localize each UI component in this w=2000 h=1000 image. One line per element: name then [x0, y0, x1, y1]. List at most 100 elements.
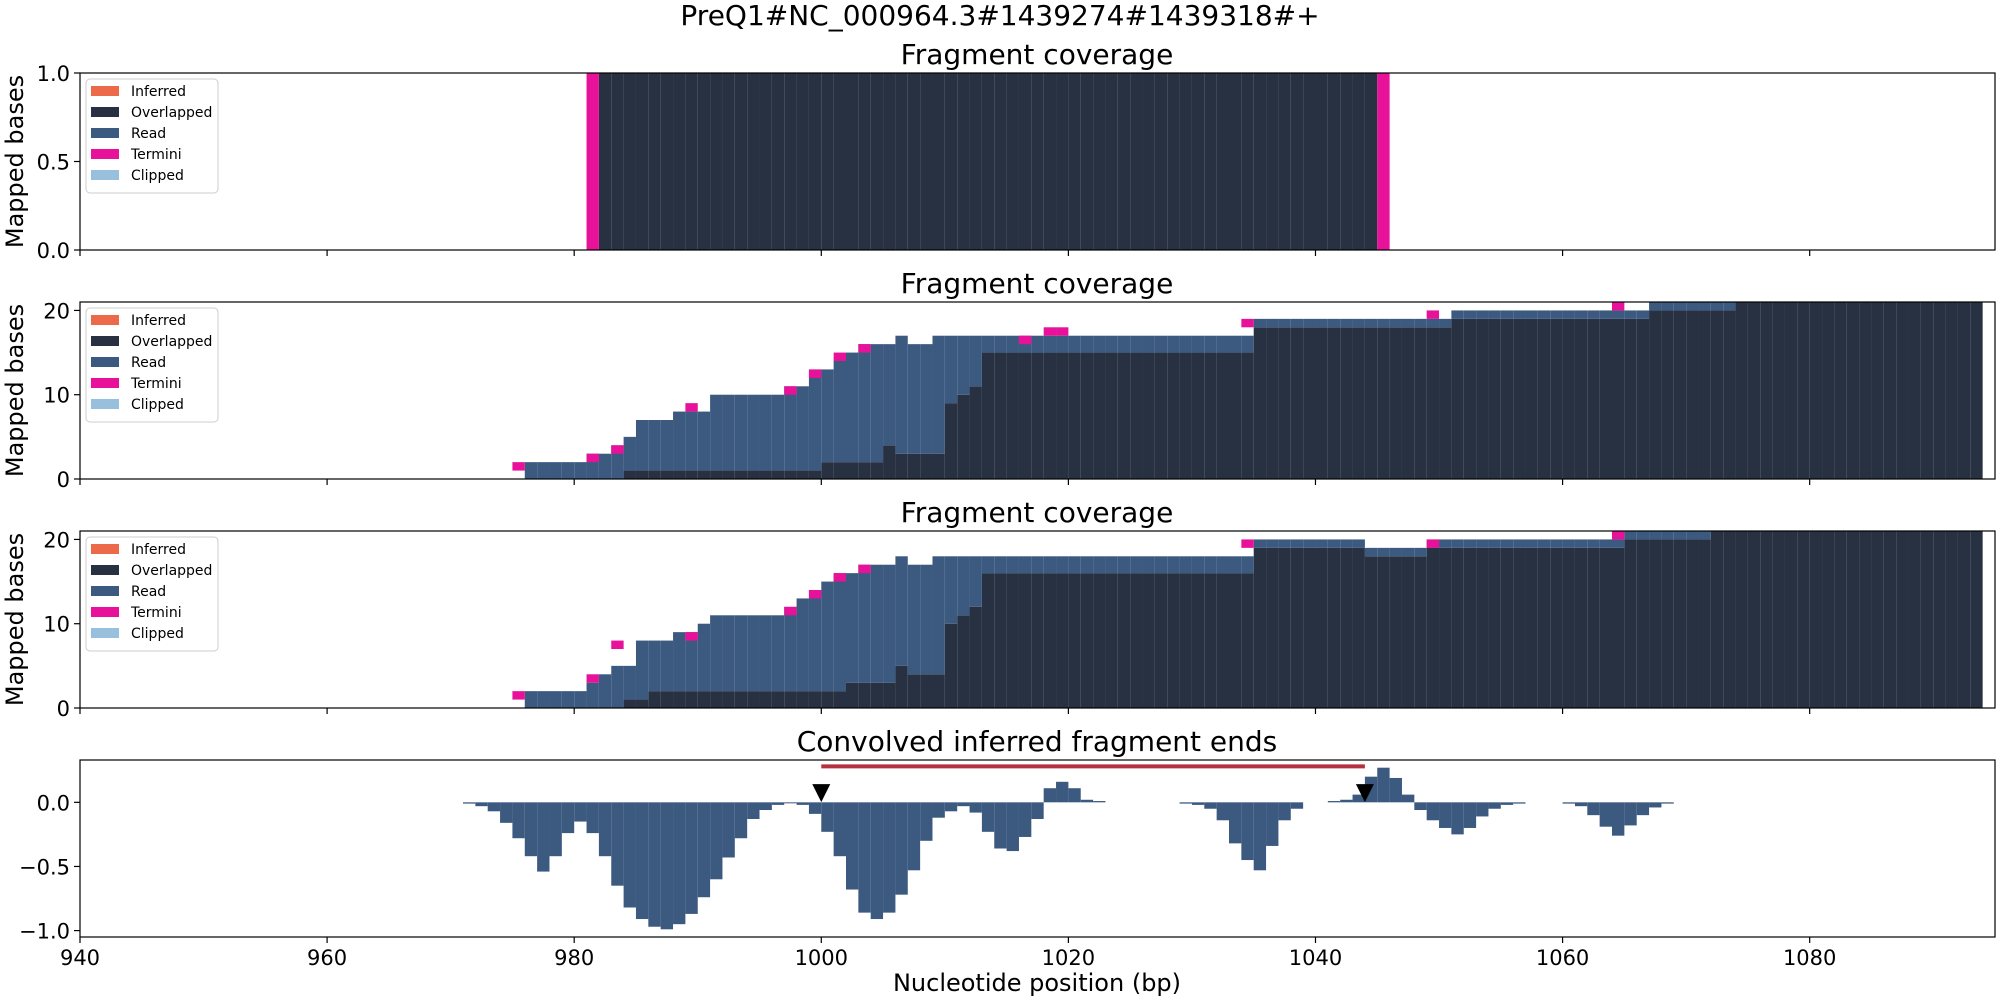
read-bar — [858, 564, 871, 683]
overlapped-bar — [870, 462, 884, 479]
x-tick-label: 960 — [307, 946, 347, 970]
read-bar — [1401, 547, 1415, 557]
termini-mark — [833, 352, 846, 361]
overlapped-bar — [821, 691, 834, 708]
read-bar — [1649, 302, 1662, 311]
overlapped-bar — [1031, 352, 1044, 479]
read-bar — [1278, 318, 1291, 328]
overlapped-bar — [1513, 318, 1526, 479]
y-axis-label: Mapped bases — [1, 75, 29, 248]
overlapped-bar — [648, 73, 661, 250]
overlapped-bar — [1624, 539, 1637, 708]
overlapped-bar — [1093, 73, 1106, 250]
overlapped-bar — [1018, 73, 1032, 250]
read-bar — [1179, 556, 1192, 574]
read-bar — [1315, 539, 1328, 548]
fragment-end-bar — [537, 802, 550, 872]
fragment-end-bar — [821, 802, 834, 832]
overlapped-bar — [1599, 318, 1612, 479]
termini-mark — [685, 632, 698, 641]
overlapped-bar — [858, 682, 871, 708]
overlapped-bar — [833, 462, 846, 479]
read-bar — [1401, 318, 1415, 328]
overlapped-bar — [685, 691, 698, 708]
overlapped-bar — [1130, 352, 1143, 479]
read-bar — [1278, 539, 1291, 548]
overlapped-bar — [1154, 73, 1168, 250]
overlapped-bar — [1574, 547, 1588, 708]
overlapped-bar — [1933, 531, 1946, 708]
overlapped-bar — [808, 691, 822, 708]
read-bar — [858, 344, 871, 463]
fragment-end-bar — [722, 802, 735, 858]
overlapped-bar — [1167, 352, 1180, 479]
series-overlapped — [623, 302, 1983, 479]
read-bar — [537, 691, 550, 708]
read-bar — [1142, 335, 1155, 353]
axes-frame — [79, 301, 1996, 480]
fragment-end-bar — [1636, 802, 1650, 816]
overlapped-bar — [1550, 318, 1563, 479]
read-bar — [586, 682, 599, 708]
overlapped-bar — [1167, 573, 1180, 708]
read-bar — [771, 394, 785, 471]
overlapped-bar — [846, 73, 859, 250]
overlapped-bar — [1006, 573, 1019, 708]
read-bar — [870, 344, 884, 463]
fragment-end-bar — [1229, 802, 1242, 844]
read-bar — [1686, 302, 1699, 311]
read-bar — [1513, 539, 1526, 548]
overlapped-bar — [1216, 352, 1229, 479]
read-bar — [1587, 539, 1600, 548]
termini-mark — [858, 344, 871, 353]
overlapped-bar — [1278, 547, 1291, 708]
legend-label-termini: Termini — [130, 605, 182, 621]
read-bar — [1574, 310, 1588, 319]
read-bar — [1290, 318, 1304, 328]
fragment-end-bar — [635, 802, 649, 920]
overlapped-bar — [771, 73, 785, 250]
x-tick-label: 940 — [60, 946, 100, 970]
termini-mark — [1241, 318, 1254, 328]
overlapped-bar — [710, 691, 723, 708]
overlapped-bar — [1340, 327, 1353, 479]
overlapped-bar — [1315, 73, 1328, 250]
overlapped-bar — [1327, 547, 1341, 708]
overlapped-bar — [1364, 556, 1378, 708]
termini-mark — [1056, 327, 1069, 336]
fragment-end-bar — [784, 802, 797, 804]
overlapped-bar — [796, 73, 809, 250]
legend-swatch-inferred — [91, 86, 119, 96]
read-bar — [759, 615, 772, 692]
overlapped-bar — [858, 462, 871, 479]
fragment-end-bar — [561, 802, 575, 834]
termini-mark — [1612, 531, 1625, 540]
overlapped-bar — [994, 73, 1007, 250]
overlapped-bar — [623, 73, 636, 250]
read-bar — [1537, 310, 1551, 319]
overlapped-bar — [1809, 531, 1823, 708]
fragment-end-bar — [957, 802, 970, 807]
overlapped-bar — [1970, 302, 1983, 479]
read-bar — [635, 420, 649, 471]
read-bar — [796, 598, 809, 692]
legend-label-read: Read — [131, 126, 166, 142]
legend-swatch-inferred — [91, 315, 119, 325]
overlapped-bar — [1908, 531, 1921, 708]
legend-swatch-overlapped — [91, 565, 119, 575]
overlapped-bar — [1191, 352, 1205, 479]
overlapped-bar — [1253, 327, 1267, 479]
overlapped-bar — [920, 453, 933, 479]
overlapped-bar — [1018, 573, 1032, 708]
read-bar — [1426, 318, 1440, 328]
legend-label-overlapped: Overlapped — [131, 563, 212, 579]
overlapped-bar — [1747, 531, 1761, 708]
read-bar — [907, 344, 921, 454]
overlapped-bar — [697, 73, 711, 250]
termini-mark — [1612, 302, 1625, 311]
overlapped-bar — [1290, 73, 1304, 250]
fragment-end-bar — [710, 802, 723, 880]
overlapped-bar — [1056, 73, 1069, 250]
overlapped-bar — [1661, 539, 1674, 708]
overlapped-bar — [920, 73, 933, 250]
